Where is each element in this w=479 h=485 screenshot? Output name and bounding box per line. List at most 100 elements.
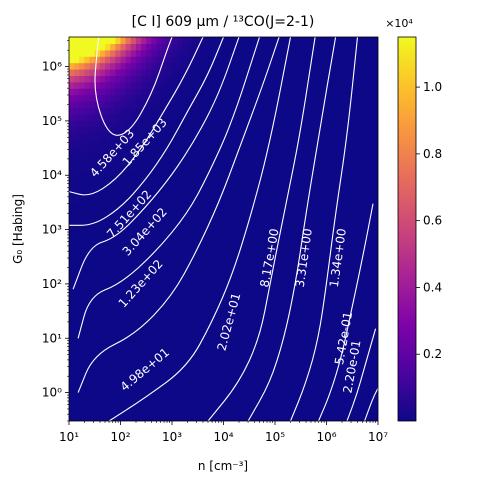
- heatmap-cell: [218, 158, 225, 166]
- heatmap-cell: [192, 152, 199, 160]
- heatmap-cell: [362, 401, 369, 409]
- heatmap-cell: [244, 395, 250, 403]
- heatmap-cell: [357, 254, 364, 262]
- heatmap-cell: [362, 113, 369, 121]
- x-tick-label: 10¹: [59, 430, 79, 444]
- heatmap-cell: [254, 126, 261, 134]
- heatmap-cell: [259, 254, 266, 262]
- heatmap-cell: [172, 43, 178, 51]
- heatmap-cell: [105, 395, 111, 403]
- heatmap-cell: [99, 197, 106, 204]
- heatmap-cell: [182, 56, 189, 64]
- heatmap-cell: [347, 203, 353, 211]
- heatmap-cell: [331, 133, 338, 140]
- heatmap-cell: [130, 395, 137, 403]
- heatmap-cell: [244, 299, 250, 307]
- heatmap-cell: [321, 197, 328, 204]
- heatmap-cell: [347, 414, 353, 421]
- heatmap-cell: [233, 280, 240, 288]
- heatmap-cell: [125, 376, 132, 384]
- heatmap-cell: [177, 209, 183, 217]
- heatmap-cell: [89, 363, 96, 371]
- heatmap-cell: [295, 101, 302, 108]
- colorbar-tick-label: 0.8: [423, 147, 442, 161]
- heatmap-cell: [110, 75, 116, 83]
- heatmap-cell: [321, 152, 328, 160]
- heatmap-cell: [336, 49, 343, 57]
- heatmap-cell: [192, 177, 199, 185]
- heatmap-cell: [352, 190, 358, 198]
- heatmap-cell: [79, 344, 86, 352]
- heatmap-cell: [182, 248, 189, 256]
- heatmap-cell: [105, 382, 111, 390]
- heatmap-cell: [120, 190, 127, 198]
- heatmap-cell: [166, 158, 173, 166]
- heatmap-cell: [316, 184, 322, 192]
- heatmap-cell: [84, 267, 91, 275]
- heatmap-cell: [79, 273, 86, 281]
- heatmap-cell: [290, 376, 297, 384]
- heatmap-cell: [177, 241, 183, 249]
- heatmap-cell: [316, 254, 322, 262]
- heatmap-cell: [84, 389, 91, 396]
- heatmap-cell: [172, 331, 178, 339]
- heatmap-cell: [285, 318, 292, 326]
- heatmap-cell: [208, 94, 214, 102]
- heatmap-cell: [275, 331, 281, 339]
- heatmap-cell: [120, 325, 127, 332]
- heatmap-cell: [326, 344, 333, 352]
- heatmap-cell: [187, 139, 194, 147]
- heatmap-cell: [238, 203, 245, 211]
- heatmap-cell: [285, 126, 292, 134]
- heatmap-cell: [166, 286, 173, 294]
- heatmap-cell: [94, 120, 101, 128]
- heatmap-cell: [105, 81, 111, 89]
- heatmap-cell: [367, 337, 374, 345]
- heatmap-cell: [84, 357, 91, 364]
- heatmap-cell: [321, 401, 328, 409]
- heatmap-cell: [280, 75, 286, 83]
- heatmap-cell: [238, 56, 245, 64]
- heatmap-cell: [223, 139, 230, 147]
- heatmap-cell: [326, 126, 333, 134]
- heatmap-cell: [74, 133, 80, 140]
- heatmap-cell: [110, 107, 116, 115]
- heatmap-cell: [238, 376, 245, 384]
- heatmap-cell: [110, 401, 116, 409]
- heatmap-cell: [295, 120, 302, 128]
- heatmap-cell: [74, 69, 80, 76]
- heatmap-cell: [331, 357, 338, 364]
- heatmap-cell: [151, 197, 158, 204]
- heatmap-cell: [331, 190, 338, 198]
- heatmap-cell: [275, 344, 281, 352]
- heatmap-cell: [115, 286, 122, 294]
- heatmap-cell: [172, 395, 178, 403]
- heatmap-cell: [166, 120, 173, 128]
- heatmap-cell: [105, 75, 111, 83]
- heatmap-cell: [233, 337, 240, 345]
- heatmap-cell: [233, 389, 240, 396]
- heatmap-cell: [352, 389, 358, 396]
- heatmap-cell: [259, 152, 266, 160]
- heatmap-cell: [275, 145, 281, 153]
- heatmap-cell: [182, 49, 189, 57]
- heatmap-cell: [311, 62, 317, 70]
- heatmap-cell: [135, 331, 142, 339]
- heatmap-cell: [74, 280, 80, 288]
- heatmap-cell: [269, 299, 276, 307]
- heatmap-cell: [125, 165, 132, 172]
- heatmap-cell: [233, 165, 240, 172]
- heatmap-cell: [352, 229, 358, 236]
- heatmap-cell: [352, 69, 358, 76]
- heatmap-cell: [218, 88, 225, 96]
- heatmap-cell: [275, 203, 281, 211]
- heatmap-cell: [275, 222, 281, 230]
- heatmap-cell: [285, 113, 292, 121]
- heatmap-cell: [357, 337, 364, 345]
- heatmap-cell: [269, 273, 276, 281]
- heatmap-cell: [172, 203, 178, 211]
- heatmap-cell: [372, 325, 378, 332]
- heatmap-cell: [326, 81, 333, 89]
- heatmap-cell: [177, 414, 183, 421]
- heatmap-cell: [249, 325, 255, 332]
